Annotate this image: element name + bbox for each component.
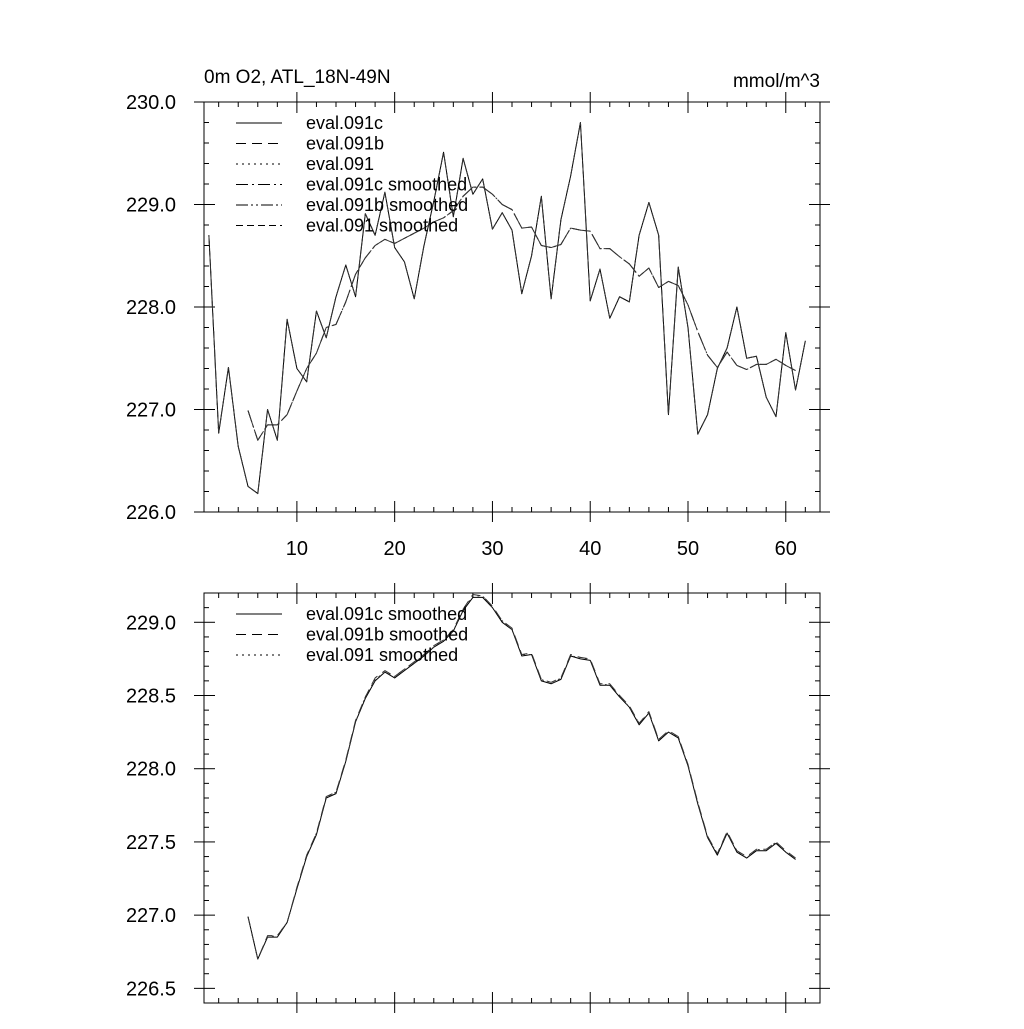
y-tick-label: 227.5	[126, 832, 176, 854]
series-line	[208, 122, 806, 495]
legend-label: eval.091b	[306, 134, 384, 154]
chart-title: 0m O2, ATL_18N-49N	[204, 67, 391, 88]
legend-label: eval.091 smoothed	[306, 216, 458, 236]
plot-frame	[203, 101, 821, 513]
y-tick-label: 226.5	[126, 978, 176, 1000]
x-tick-label: 60	[775, 538, 797, 560]
y-tick-label: 230.0	[126, 92, 176, 114]
y-tick-label: 228.0	[126, 297, 176, 319]
legend-label: eval.091c smoothed	[306, 175, 467, 195]
y-tick-label: 226.0	[126, 502, 176, 524]
series-line	[208, 122, 806, 495]
y-tick-label: 227.0	[126, 905, 176, 927]
series-line	[247, 186, 796, 441]
x-tick-label: 50	[677, 538, 699, 560]
chart-units: mmol/m^3	[733, 71, 820, 92]
y-tick-label: 229.0	[126, 612, 176, 634]
legend-label: eval.091 smoothed	[306, 645, 458, 665]
top-panel: 0m O2, ATL_18N-49N mmol/m^3 10 20 30 40 50 60…	[126, 67, 830, 560]
series-line	[208, 122, 806, 495]
x-tick-label: 20	[384, 538, 406, 560]
x-tick-label: 30	[481, 538, 503, 560]
y-tick-label: 228.0	[126, 759, 176, 781]
legend-label: eval.091c smoothed	[306, 604, 467, 624]
bottom-panel: 226.5 227.0 227.5 228.0 228.5 229.0 eval.091c …	[126, 583, 830, 1013]
legend-label: eval.091	[306, 154, 374, 174]
y-tick-label: 229.0	[126, 195, 176, 217]
legend-label: eval.091c	[306, 113, 383, 133]
plot-frame	[203, 592, 821, 1004]
x-tick-label: 40	[579, 538, 601, 560]
x-tick-label: 10	[286, 538, 308, 560]
series-line	[247, 595, 796, 960]
legend-label: eval.091b smoothed	[306, 195, 468, 215]
legend-label: eval.091b smoothed	[306, 625, 468, 645]
y-tick-label: 227.0	[126, 400, 176, 422]
y-tick-label: 228.5	[126, 686, 176, 708]
